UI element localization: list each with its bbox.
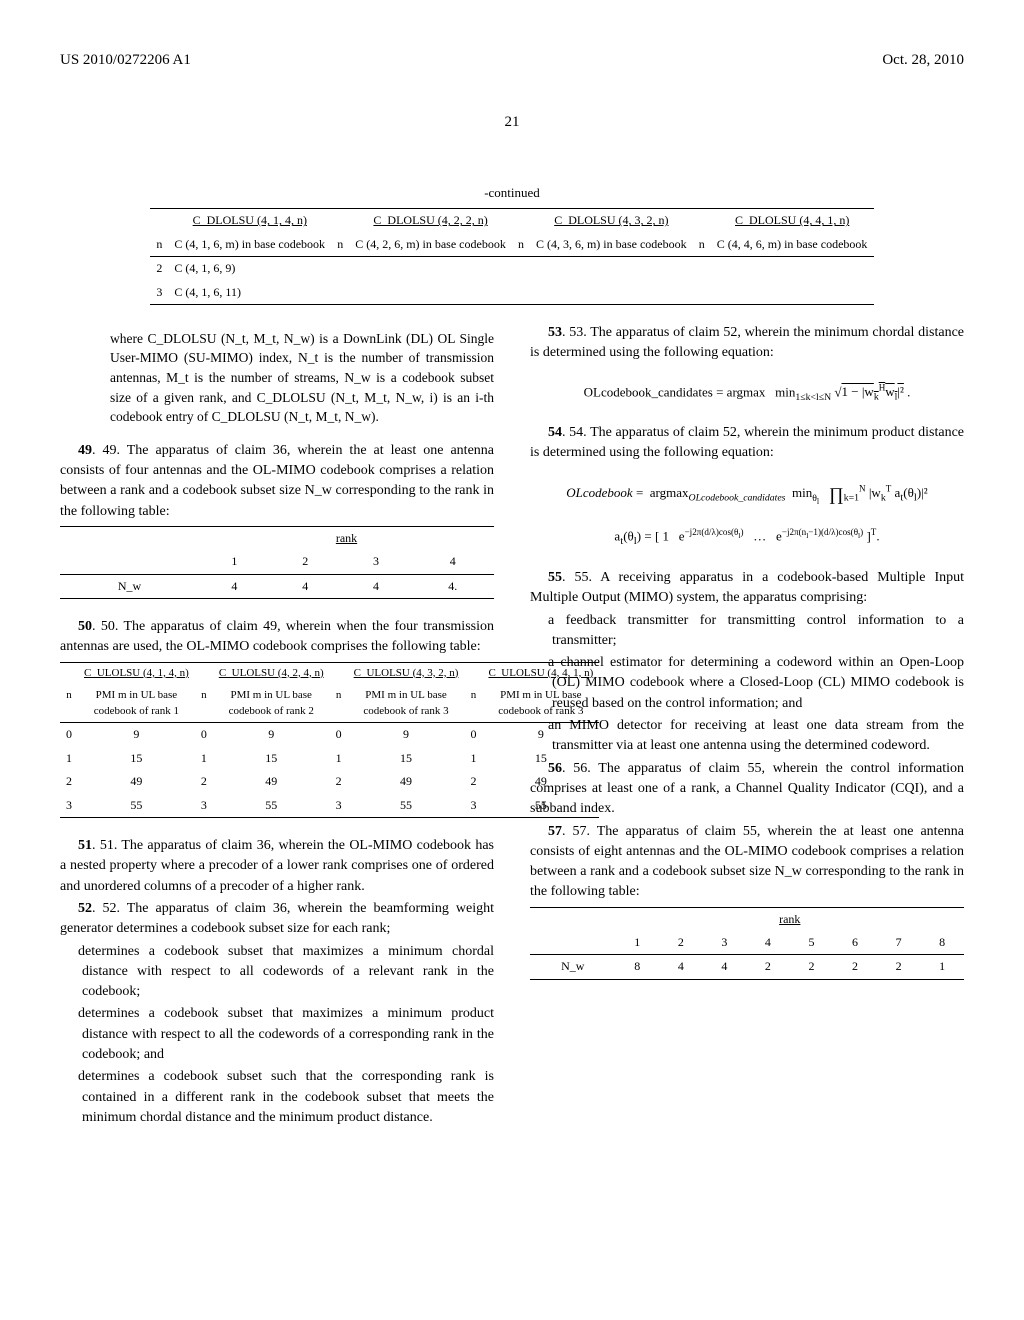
rank-col: 1 <box>199 550 270 574</box>
table-row: 09 09 09 09 <box>60 723 599 747</box>
table-subheader: C (4, 3, 6, m) in base codebook <box>530 233 693 257</box>
table-subheader: n <box>150 233 168 257</box>
table-subheader: C (4, 4, 6, m) in base codebook <box>711 233 874 257</box>
row-label: N_w <box>60 574 199 598</box>
claim-51-text: 51. The apparatus of claim 36, wherein t… <box>60 838 494 894</box>
table-subheader: n <box>464 685 482 723</box>
table-header: C_DLOLSU (4, 3, 2, n) <box>530 209 693 233</box>
publication-date: Oct. 28, 2010 <box>882 50 964 72</box>
page-header: US 2010/0272206 A1 Oct. 28, 2010 <box>60 50 964 72</box>
table-header: C_DLOLSU (4, 4, 1, n) <box>711 209 874 233</box>
claim-52-sub: determines a codebook subset that maximi… <box>82 942 494 1003</box>
continued-label: -continued <box>60 184 964 203</box>
table-subheader: PMI m in UL base codebook of rank 1 <box>78 685 195 723</box>
left-column: where C_DLOLSU (N_t, M_t, N_w) is a Down… <box>60 323 494 1130</box>
equation-53: OLcodebook_candidates = argmax min1≤k<l≤… <box>530 382 964 405</box>
claim-57-text: 57. The apparatus of claim 55, wherein t… <box>530 824 964 900</box>
top-table: C_DLOLSU (4, 1, 4, n) C_DLOLSU (4, 2, 2,… <box>150 208 873 305</box>
claim-52-sub: determines a codebook subset such that t… <box>82 1067 494 1128</box>
right-column: 53. 53. The apparatus of claim 52, where… <box>530 323 964 1130</box>
table-subheader: PMI m in UL base codebook of rank 3 <box>348 685 465 723</box>
claim-49-text: 49. The apparatus of claim 36, wherein t… <box>60 443 494 519</box>
rank-header: rank <box>199 526 494 550</box>
rank-header: rank <box>616 907 964 931</box>
claim-57: 57. 57. The apparatus of claim 55, where… <box>530 822 964 903</box>
claim-55: 55. 55. A receiving apparatus in a codeb… <box>530 568 964 609</box>
table-subheader: C (4, 1, 6, m) in base codebook <box>168 233 331 257</box>
claim-50-text: 50. The apparatus of claim 49, wherein w… <box>60 619 494 654</box>
claim-49: 49. 49. The apparatus of claim 36, where… <box>60 441 494 522</box>
claim-52-sub: determines a codebook subset that maximi… <box>82 1004 494 1065</box>
rank-col: 2 <box>270 550 341 574</box>
claim-52-text: 52. The apparatus of claim 36, wherein t… <box>60 901 494 936</box>
claim-55-sub: a channel estimator for determining a co… <box>552 653 964 714</box>
table-subheader: C (4, 2, 6, m) in base codebook <box>349 233 512 257</box>
table-cell: 4 <box>199 574 270 598</box>
rank-col: 4 <box>411 550 494 574</box>
publication-number: US 2010/0272206 A1 <box>60 50 191 72</box>
claim-50: 50. 50. The apparatus of claim 49, where… <box>60 617 494 658</box>
table-row: 249 249 249 249 <box>60 770 599 793</box>
table-claim-57: rank 1 2 3 4 5 6 7 8 N_w 8 4 4 2 2 2 2 <box>530 907 964 980</box>
table-subheader: PMI m in UL base codebook of rank 2 <box>213 685 330 723</box>
table-subheader: n <box>512 233 530 257</box>
table-cell: 4 <box>341 574 412 598</box>
table-subheader: n <box>60 685 78 723</box>
table-header: C_ULOLSU (4, 1, 4, n) <box>78 662 195 684</box>
table-cell: C (4, 1, 6, 11) <box>168 281 331 305</box>
table-cell: 4. <box>411 574 494 598</box>
claim-51: 51. 51. The apparatus of claim 36, where… <box>60 836 494 897</box>
table-cell: 4 <box>270 574 341 598</box>
claim-54: 54. 54. The apparatus of claim 52, where… <box>530 423 964 464</box>
table-header: C_DLOLSU (4, 1, 4, n) <box>168 209 331 233</box>
definition-text: where C_DLOLSU (N_t, M_t, N_w) is a Down… <box>110 329 494 427</box>
claim-55-text: 55. A receiving apparatus in a codebook-… <box>530 570 964 605</box>
table-header: C_ULOLSU (4, 2, 4, n) <box>213 662 330 684</box>
claim-56-text: 56. The apparatus of claim 55, wherein t… <box>530 761 964 817</box>
claim-53: 53. 53. The apparatus of claim 52, where… <box>530 323 964 364</box>
rank-col: 3 <box>341 550 412 574</box>
table-cell: 3 <box>150 281 168 305</box>
table-cell: C (4, 1, 6, 9) <box>168 257 331 281</box>
table-subheader: n <box>330 685 348 723</box>
claim-54-text: 54. The apparatus of claim 52, wherein t… <box>530 425 964 460</box>
table-claim-50: C_ULOLSU (4, 1, 4, n) C_ULOLSU (4, 2, 4,… <box>60 662 599 818</box>
table-subheader: n <box>693 233 711 257</box>
table-subheader: n <box>331 233 349 257</box>
table-header: C_ULOLSU (4, 3, 2, n) <box>348 662 465 684</box>
table-cell: 2 <box>150 257 168 281</box>
claim-55-sub: a feedback transmitter for transmitting … <box>552 611 964 652</box>
table-claim-49: rank 1 2 3 4 N_w 4 4 4 4. <box>60 526 494 599</box>
table-row: 355 355 355 355 <box>60 794 599 818</box>
page-number: 21 <box>60 112 964 134</box>
claim-55-sub: an MIMO detector for receiving at least … <box>552 716 964 757</box>
claim-56: 56. 56. The apparatus of claim 55, where… <box>530 759 964 820</box>
equation-54: OLcodebook = argmaxOLcodebook_candidates… <box>530 481 964 550</box>
claim-52: 52. 52. The apparatus of claim 36, where… <box>60 899 494 940</box>
table-row: 115 115 115 115 <box>60 747 599 770</box>
claim-53-text: 53. The apparatus of claim 52, wherein t… <box>530 325 964 360</box>
table-header: C_DLOLSU (4, 2, 2, n) <box>349 209 512 233</box>
table-subheader: n <box>195 685 213 723</box>
